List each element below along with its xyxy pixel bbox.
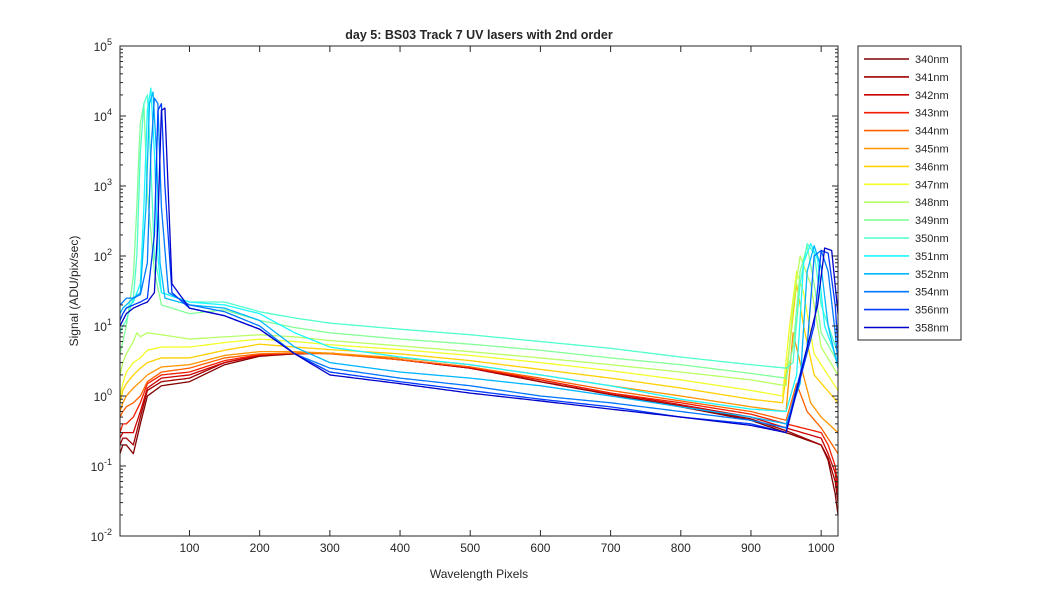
legend-label-348nm: 348nm	[915, 197, 949, 209]
series-line-344nm	[119, 352, 839, 455]
x-tick-label: 800	[671, 541, 691, 555]
y-tick-label: 105	[94, 37, 112, 54]
series-line-351nm	[119, 87, 839, 413]
series-line-347nm	[119, 270, 839, 397]
legend-label-358nm: 358nm	[915, 323, 949, 335]
legend-label-347nm: 347nm	[915, 179, 949, 191]
y-tick-label: 100	[94, 387, 112, 404]
x-tick-label: 500	[460, 541, 480, 555]
x-tick-label: 300	[320, 541, 340, 555]
legend-label-340nm: 340nm	[915, 54, 949, 66]
series-line-349nm	[119, 103, 839, 379]
x-tick-label: 900	[741, 541, 761, 555]
plot-area	[120, 46, 838, 536]
series-line-342nm	[119, 352, 839, 494]
legend-label-354nm: 354nm	[915, 287, 949, 299]
legend: 340nm 341nm 342nm 343nm 344nm 345nm 346nm 347nm…	[857, 45, 962, 341]
series-line-352nm	[119, 91, 839, 425]
series-layer	[119, 87, 839, 516]
y-tick-label: 103	[94, 177, 112, 194]
legend-label-356nm: 356nm	[915, 305, 949, 317]
x-tick-label: 200	[250, 541, 270, 555]
x-tick-label: 600	[530, 541, 550, 555]
x-tick-label: 400	[390, 541, 410, 555]
series-line-350nm	[119, 94, 839, 369]
legend-label-341nm: 341nm	[915, 72, 949, 84]
legend-label-351nm: 351nm	[915, 251, 949, 263]
legend-label-344nm: 344nm	[915, 126, 949, 138]
x-tick-label: 700	[601, 541, 621, 555]
series-line-354nm	[119, 97, 839, 429]
x-tick-label: 1000	[808, 541, 835, 555]
plot-frame	[119, 45, 839, 537]
x-axis-label: Wavelength Pixels	[430, 567, 528, 581]
y-tick-label: 10-2	[91, 527, 112, 544]
x-tick-label: 100	[179, 541, 199, 555]
y-tick-label: 102	[94, 247, 112, 264]
legend-label-352nm: 352nm	[915, 269, 949, 281]
legend-label-346nm: 346nm	[915, 161, 949, 173]
legend-label-342nm: 342nm	[915, 90, 949, 102]
legend-label-343nm: 343nm	[915, 108, 949, 120]
axes-layer: 100 200 300 400 500 600 700 800 900 1000 10-2 10-1 1…	[91, 37, 838, 555]
legend-label-349nm: 349nm	[915, 215, 949, 227]
y-tick-label: 10-1	[91, 457, 112, 474]
series-line-346nm	[119, 283, 839, 404]
chart-title: day 5: BS03 Track 7 UV lasers with 2nd o…	[345, 28, 613, 42]
legend-label-350nm: 350nm	[915, 233, 949, 245]
y-axis-label: Signal (ADU/pix/sec)	[67, 236, 81, 347]
series-line-358nm	[119, 107, 839, 434]
legend-label-345nm: 345nm	[915, 144, 949, 156]
series-line-348nm	[119, 255, 839, 387]
y-tick-label: 101	[94, 317, 112, 334]
y-tick-label: 104	[94, 107, 112, 124]
